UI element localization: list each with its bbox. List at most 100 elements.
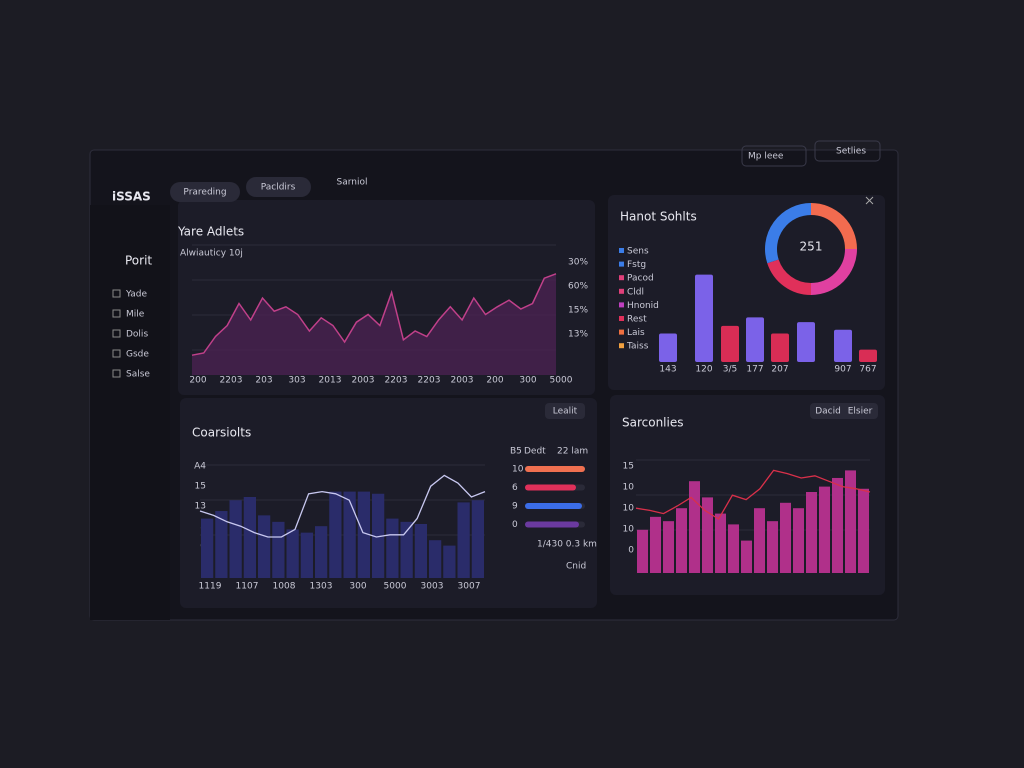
sidebar-item: Gsde <box>126 350 149 360</box>
progress-bar <box>525 521 579 528</box>
legend-swatch <box>619 288 624 294</box>
x-label: 1107 <box>236 582 259 592</box>
icon <box>112 329 121 338</box>
panel-title: Sarconlies <box>622 416 684 430</box>
progress-label: 6 <box>512 483 518 493</box>
area <box>192 273 556 375</box>
y-label: 15% <box>568 306 588 316</box>
legend-swatch <box>619 343 624 349</box>
search-box[interactable] <box>741 145 807 167</box>
tab-label: Prareding <box>183 188 226 198</box>
x-label: 2203 <box>220 376 243 386</box>
x-label: 1008 <box>273 582 296 592</box>
y-label: 15 <box>195 482 206 492</box>
bar <box>300 532 313 578</box>
bar <box>771 333 789 362</box>
bar <box>832 477 843 573</box>
tab[interactable] <box>170 182 240 202</box>
bar <box>663 521 674 573</box>
legend-label: Pacod <box>627 274 654 284</box>
progress-header: Dedt <box>524 447 546 457</box>
legend-swatch <box>619 275 624 281</box>
link: Cnid <box>566 562 586 572</box>
bar <box>637 529 648 573</box>
button[interactable] <box>545 403 585 419</box>
line <box>635 469 871 520</box>
close-icon[interactable] <box>865 196 874 205</box>
x-label: 207 <box>771 365 788 375</box>
bar <box>258 515 271 578</box>
tab[interactable] <box>246 177 311 197</box>
progress-bar <box>525 466 585 472</box>
x-label: 2203 <box>385 376 408 386</box>
button[interactable] <box>810 403 878 419</box>
x-label: 3007 <box>458 582 481 592</box>
bar <box>329 491 342 578</box>
x-label: 120 <box>695 365 712 375</box>
bar <box>676 508 687 573</box>
progress-footer: 1/430 0.3 km <box>537 540 597 550</box>
y-label: 15 <box>623 462 634 472</box>
menu-text: Setlies <box>836 147 866 157</box>
x-label: 200 <box>189 376 206 386</box>
progress-label: 9 <box>512 502 518 512</box>
bar <box>858 488 869 573</box>
bar <box>414 524 427 578</box>
y-label: 13% <box>568 330 588 340</box>
logo: iSSAS <box>112 190 151 204</box>
donut-segment <box>767 259 812 295</box>
bar <box>797 322 815 362</box>
search-text: Mp leee <box>748 152 784 162</box>
bar <box>457 502 470 578</box>
x-label: 303 <box>288 376 305 386</box>
bar <box>471 500 484 578</box>
x-label: 5000 <box>384 582 407 592</box>
y-label: 10 <box>623 504 635 514</box>
x-label: 2203 <box>418 376 441 386</box>
panel <box>608 195 885 390</box>
x-label: 3003 <box>421 582 444 592</box>
legend-swatch <box>619 316 624 321</box>
x-label: 2013 <box>319 376 342 386</box>
line <box>191 273 557 356</box>
bar <box>695 274 713 362</box>
progress-label: 10 <box>512 465 524 475</box>
legend-label: Rest <box>627 315 647 325</box>
tab-label: Pacldirs <box>261 183 296 193</box>
bar <box>215 511 228 578</box>
x-label: 1303 <box>310 582 333 592</box>
x-label: 177 <box>746 365 763 375</box>
sidebar-item: Salse <box>126 370 150 380</box>
bar <box>746 317 764 362</box>
menu-button[interactable] <box>814 140 881 162</box>
y-label: 60% <box>568 282 588 292</box>
sidebar-item: Dolis <box>126 330 148 340</box>
bar <box>343 491 356 578</box>
bar <box>650 516 661 573</box>
bar <box>429 540 442 578</box>
legend-label: Hnonid <box>627 301 659 311</box>
icon <box>112 309 121 318</box>
y-label: 30% <box>568 258 588 268</box>
bar <box>721 325 739 362</box>
bar <box>243 497 256 578</box>
bar <box>286 529 299 578</box>
progress-bar <box>525 484 576 491</box>
panel-title: Hanot Sohlts <box>620 210 697 224</box>
bar <box>272 521 285 578</box>
button-label: Dacid <box>815 407 841 417</box>
sidebar-title: Porit <box>125 254 152 268</box>
sidebar-item: Mile <box>126 310 145 320</box>
sidebar <box>90 205 170 620</box>
bar <box>793 508 804 573</box>
bar <box>754 508 765 573</box>
legend-label: Taiss <box>626 342 649 352</box>
bar <box>443 545 456 578</box>
legend-label: Lais <box>627 328 645 338</box>
y-label: A4 <box>194 462 206 472</box>
bar <box>659 333 677 362</box>
legend-label: Fstg <box>627 260 646 270</box>
legend-label: Sens <box>627 247 649 257</box>
bar <box>702 497 713 573</box>
bar <box>767 521 778 573</box>
